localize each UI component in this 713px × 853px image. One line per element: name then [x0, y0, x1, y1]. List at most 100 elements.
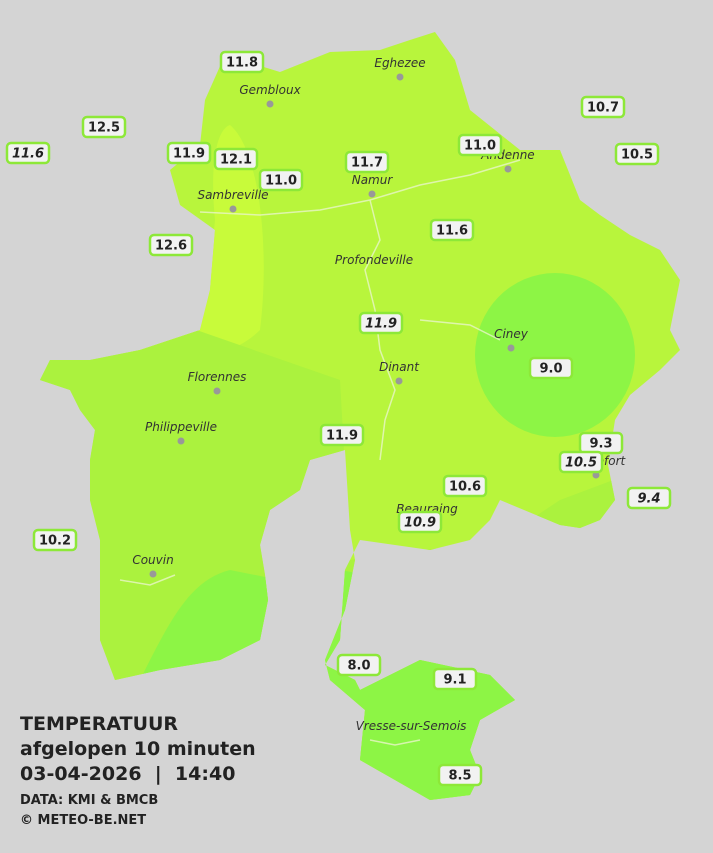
station: 10.7: [580, 95, 626, 119]
station-box: [614, 142, 660, 166]
station: 9.0: [528, 356, 574, 380]
station-box: [219, 50, 265, 74]
station-box: [558, 450, 604, 474]
city-label: Dinant: [379, 360, 420, 374]
station-value: 11.6: [436, 224, 468, 239]
station: 8.5: [437, 763, 483, 787]
station: 11.6: [5, 141, 51, 165]
station-box: [258, 168, 304, 192]
station-value: 8.0: [347, 659, 370, 674]
station-value: 8.5: [448, 769, 471, 784]
station-box: [457, 133, 503, 157]
legend-datetime: 03-04-2026 | 14:40: [20, 763, 235, 785]
city-label: Philippeville: [145, 420, 217, 434]
city-label: Eghezee: [374, 56, 425, 70]
station-box: [166, 141, 212, 165]
city-dot: [504, 165, 512, 173]
city-dot: [266, 100, 274, 108]
station-value: 12.5: [88, 121, 120, 136]
legend-copyright: © METEO-BE.NET: [20, 813, 146, 828]
city-label: Couvin: [132, 553, 173, 567]
station-value: 10.5: [621, 148, 653, 163]
station-box: [437, 763, 483, 787]
legend: TEMPERATUUR afgelopen 10 minuten 03-04-2…: [20, 713, 256, 828]
station: 11.7: [344, 150, 390, 174]
station: 10.6: [442, 474, 488, 498]
station-value: 10.7: [587, 101, 619, 116]
station-value: 9.1: [443, 673, 466, 688]
station: 11.0: [457, 133, 503, 157]
station-value: 11.8: [226, 56, 258, 71]
city-label: Profondeville: [335, 253, 413, 267]
station-value: 11.7: [351, 156, 383, 171]
legend-title: TEMPERATUUR: [20, 713, 178, 735]
station-value: 11.9: [365, 317, 397, 332]
station-box: [626, 486, 672, 510]
city-label: Namur: [352, 173, 394, 187]
station-value: 12.1: [220, 153, 252, 168]
station: 12.1: [213, 147, 259, 171]
station-value: 9.0: [539, 362, 562, 377]
station: 9.3: [578, 431, 624, 455]
station-box: [81, 115, 127, 139]
station: 11.6: [429, 218, 475, 242]
station: 10.9: [397, 510, 443, 534]
station-value: 12.6: [155, 239, 187, 254]
station: 11.9: [166, 141, 212, 165]
station-box: [213, 147, 259, 171]
city-label: Vresse-sur-Semois: [356, 719, 467, 733]
station-box: [397, 510, 443, 534]
stations: 11.8 12.5 11.6 11.9 12.1 11.0 11.7 11.0 10.7 10.5…: [5, 50, 672, 787]
station-box: [358, 311, 404, 335]
station-box: [432, 667, 478, 691]
station: 10.5: [558, 450, 604, 474]
station-box: [319, 423, 365, 447]
station-value: 10.6: [449, 480, 481, 495]
station: 10.5: [614, 142, 660, 166]
station: 12.5: [81, 115, 127, 139]
station: 10.2: [32, 528, 78, 552]
city-dot: [507, 344, 515, 352]
city-dot: [396, 73, 404, 81]
station-value: 11.9: [173, 147, 205, 162]
city-dot: [229, 205, 237, 213]
station-value: 9.4: [637, 492, 660, 507]
city-dot: [177, 437, 185, 445]
city-label: Sambreville: [197, 188, 268, 202]
station-box: [442, 474, 488, 498]
city-label: Ciney: [494, 327, 529, 341]
station-box: [344, 150, 390, 174]
city-dot: [395, 377, 403, 385]
station-box: [5, 141, 51, 165]
legend-subtitle: afgelopen 10 minuten: [20, 738, 256, 760]
station-value: 10.2: [39, 534, 71, 549]
station-box: [528, 356, 574, 380]
legend-source: DATA: KMI & BMCB: [20, 793, 158, 808]
station-box: [336, 653, 382, 677]
city-label: Gembloux: [239, 83, 301, 97]
city-label: Florennes: [188, 370, 247, 384]
station-value: 11.6: [12, 147, 44, 162]
station: 12.6: [148, 233, 194, 257]
station-value: 11.0: [265, 174, 297, 189]
station: 11.0: [258, 168, 304, 192]
station-value: 11.0: [464, 139, 496, 154]
station: 11.8: [219, 50, 265, 74]
station-box: [148, 233, 194, 257]
city-dot: [149, 570, 157, 578]
station: 11.9: [319, 423, 365, 447]
city-dot: [213, 387, 221, 395]
station-value: 10.9: [404, 516, 436, 531]
station-value: 11.9: [326, 429, 358, 444]
station-box: [32, 528, 78, 552]
station: 9.4: [626, 486, 672, 510]
city-dot: [368, 190, 376, 198]
station-value: 9.3: [589, 437, 612, 452]
station-value: 10.5: [565, 456, 597, 471]
station-box: [429, 218, 475, 242]
station: 9.1: [432, 667, 478, 691]
station: 8.0: [336, 653, 382, 677]
station-box: [580, 95, 626, 119]
station: 11.9: [358, 311, 404, 335]
